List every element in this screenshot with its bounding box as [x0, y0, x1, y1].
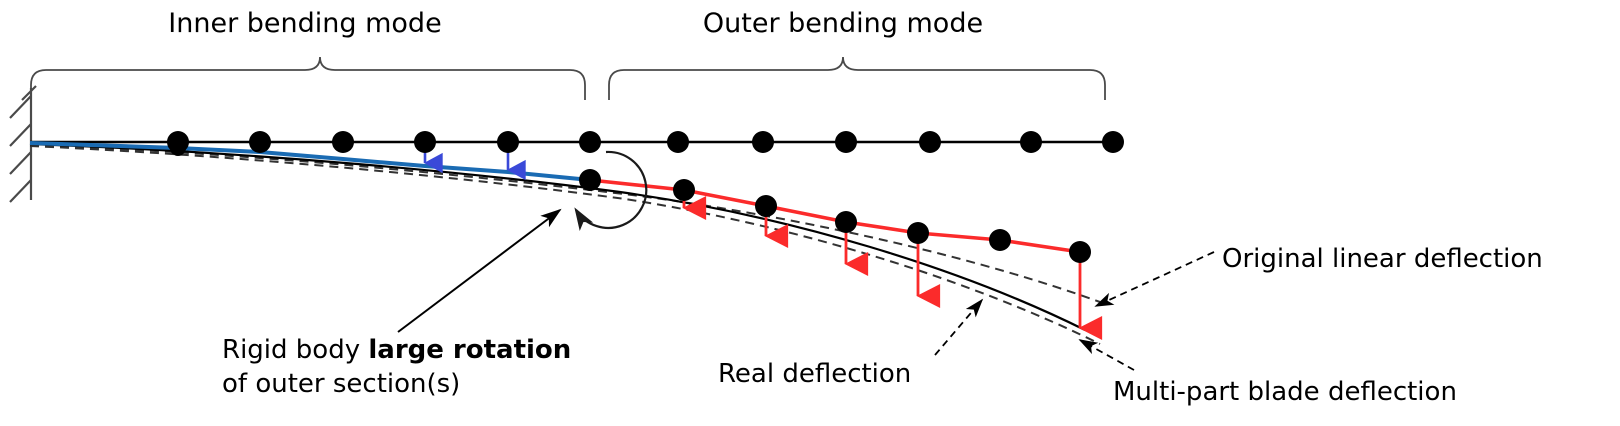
bracket-outer-bending-mode: [608, 56, 1106, 100]
leader-real-deflection: [934, 298, 984, 356]
rigid-body-bold-text: large rotation: [368, 335, 571, 365]
beam-node: [414, 131, 436, 153]
annotation-multi-part-blade-deflection: Multi-part blade deflection: [1113, 377, 1457, 407]
annotation-original-linear-deflection: Original linear deflection: [1222, 244, 1543, 274]
red-polyline-node: [907, 222, 929, 244]
beam-node: [332, 131, 354, 153]
blue-curve-node-group: [170, 140, 186, 156]
large-rotation-arc: [574, 150, 648, 231]
red-polyline-node-group: [579, 169, 1091, 263]
red-polyline-node: [673, 179, 695, 201]
annotation-rigid-body-rotation: Rigid body large rotation: [222, 335, 571, 365]
annotation-real-deflection: Real deflection: [718, 359, 911, 389]
blue-curve-node: [170, 140, 186, 156]
curve-original-linear-deflection: [29, 144, 1101, 303]
beam-node: [1020, 131, 1042, 153]
beam-node: [835, 131, 857, 153]
bracket-label-outer: Outer bending mode: [703, 8, 983, 39]
bracket-inner-bending-mode: [30, 56, 586, 100]
curve-real-deflection: [29, 142, 1086, 331]
bracket-label-inner: Inner bending mode: [168, 8, 441, 39]
red-polyline-node: [755, 195, 777, 217]
beam-node: [667, 131, 689, 153]
beam-node: [752, 131, 774, 153]
beam-node: [1102, 131, 1124, 153]
red-polyline-node: [579, 169, 601, 191]
curve-multi-part-blade-deflection: [29, 145, 1101, 345]
leader-rigid-body-rotation: [397, 208, 562, 333]
beam-node: [249, 131, 271, 153]
red-polyline-node: [835, 211, 857, 233]
red-polyline-node: [989, 229, 1011, 251]
red-polyline-node: [1069, 241, 1091, 263]
beam-node: [579, 131, 601, 153]
leader-original-linear-deflection: [1094, 251, 1215, 307]
beam-node: [497, 131, 519, 153]
annotation-rigid-body-rotation-line2: of outer section(s): [222, 369, 460, 399]
beam-node: [919, 131, 941, 153]
beam-node-group: [167, 131, 1124, 153]
rigid-body-plain-text: Rigid body: [222, 335, 368, 365]
leader-multi-part-blade-deflection: [1078, 339, 1135, 371]
